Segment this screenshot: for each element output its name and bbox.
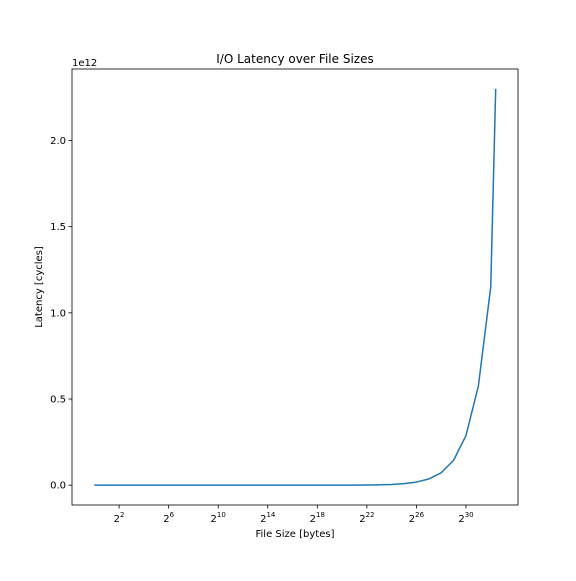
series-line-0 [94, 88, 497, 486]
y-tick-label: 1.5 [50, 222, 66, 233]
x-tick-label: 26 [163, 511, 174, 525]
x-tick-label: 218 [310, 511, 325, 525]
plot-frame [71, 68, 519, 506]
x-axis-label: File Size [bytes] [256, 529, 335, 540]
y-tick-label: 2.0 [50, 136, 66, 147]
y-axis-label: Latency [cycles] [34, 246, 45, 328]
y-axis: 0.0 0.5 1.0 1.5 2.0 [50, 136, 72, 492]
y-tick-label: 0.0 [50, 481, 66, 492]
plot-area [71, 68, 519, 506]
x-tick-label: 210 [211, 511, 226, 525]
y-axis-offset-text: 1e12 [72, 58, 97, 69]
x-tick-label: 222 [359, 511, 374, 525]
x-axis: 22 26 210 214 218 222 226 230 [114, 505, 474, 525]
y-tick-label: 1.0 [50, 308, 66, 319]
chart-title: I/O Latency over File Sizes [216, 52, 373, 66]
x-tick-label: 230 [458, 511, 473, 525]
y-tick-label: 0.5 [50, 395, 66, 406]
x-tick-label: 22 [114, 511, 125, 525]
x-tick-label: 226 [409, 511, 425, 525]
x-tick-label: 214 [260, 511, 276, 525]
